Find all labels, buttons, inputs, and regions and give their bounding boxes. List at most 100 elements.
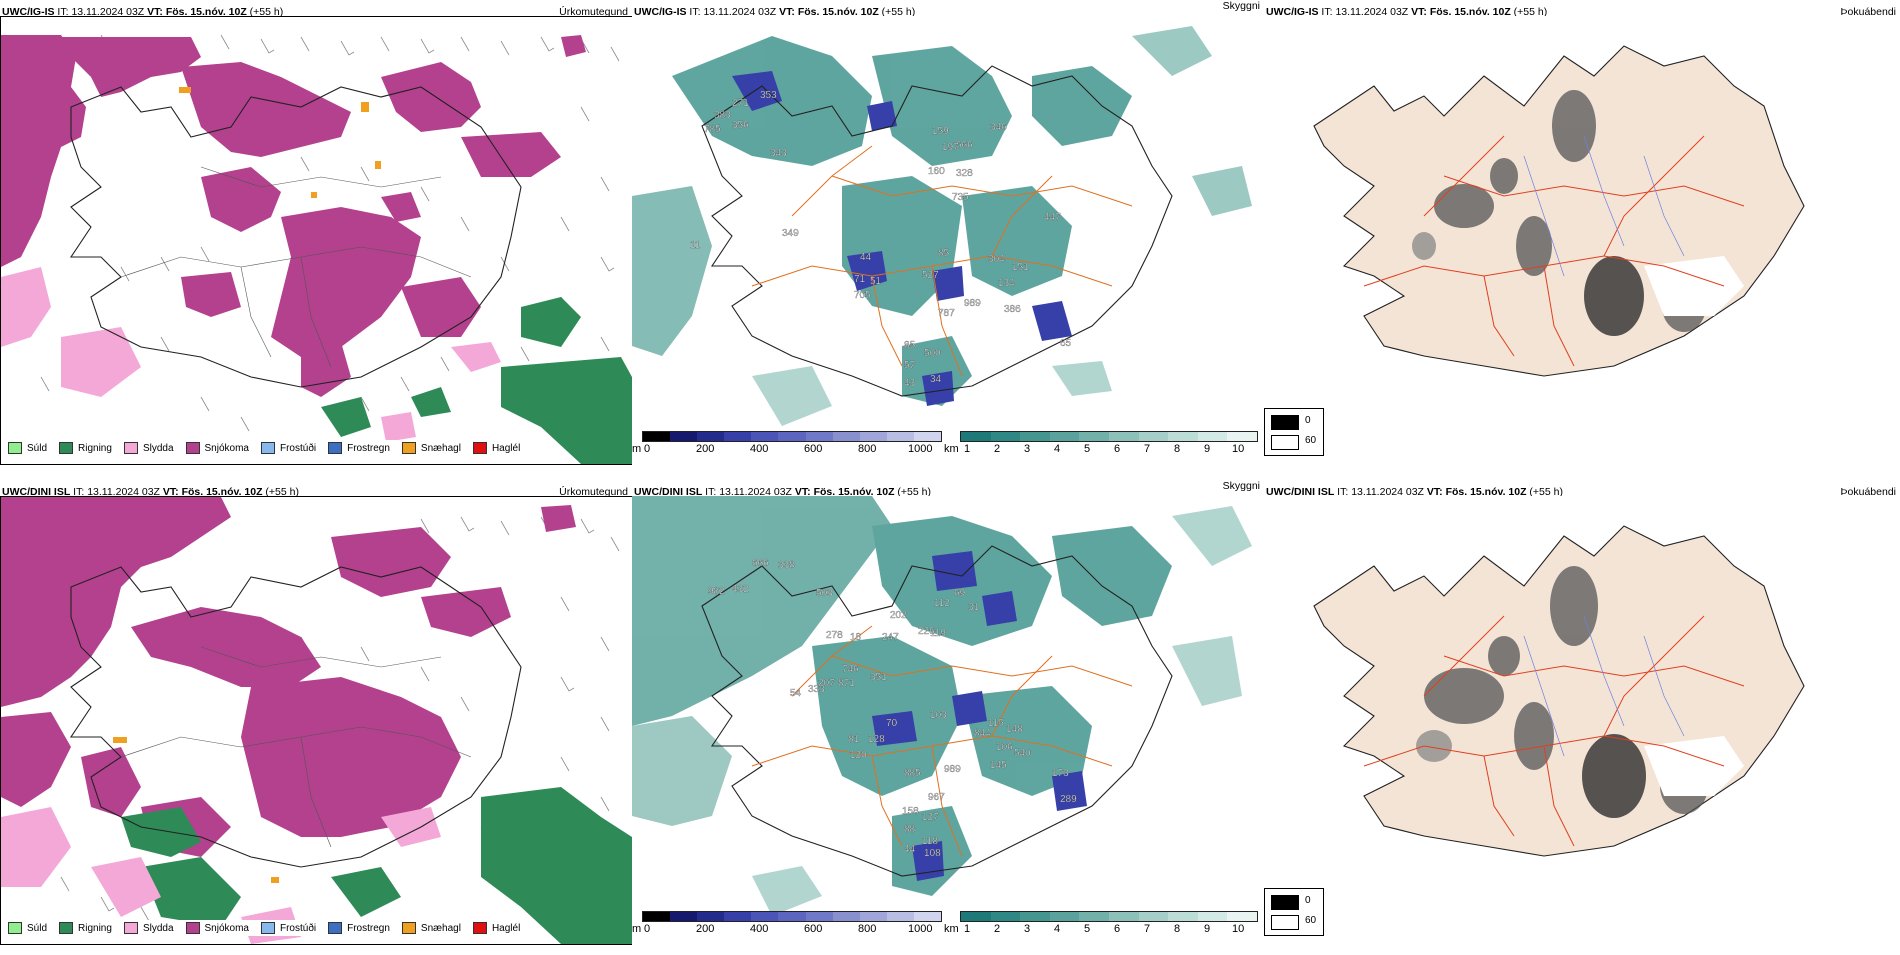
legend-item-freezing-rain: Frostregn	[328, 442, 390, 454]
fog-map-svg	[1264, 496, 1895, 943]
svg-text:120: 120	[850, 750, 867, 761]
ceiling-colorbar-segment	[805, 912, 833, 921]
ceiling-colorbar-segment	[832, 432, 860, 441]
precip-map-top[interactable]: Súld Rigning Slydda Snjókoma Frostúði Fr…	[0, 16, 632, 465]
glacier-area	[1644, 736, 1744, 796]
svg-text:432: 432	[732, 584, 749, 595]
valid-time: Fös. 15.nóv. 10Z	[797, 6, 879, 18]
ceiling-colorbar-segment	[832, 912, 860, 921]
snow-areas	[1, 497, 576, 857]
svg-text:134: 134	[998, 278, 1015, 289]
svg-text:108: 108	[924, 848, 941, 859]
fog-map-bottom[interactable]: 0 60	[1264, 496, 1895, 943]
visibility-unit: km	[944, 923, 959, 935]
init-time: 13.11.2024 03Z	[1335, 6, 1409, 18]
svg-text:338: 338	[778, 560, 795, 571]
visibility-tick: 5	[1084, 443, 1091, 455]
ceiling-colorbar-segment	[913, 432, 942, 441]
it-label: IT:	[73, 486, 85, 498]
cloud-map-svg: 271 383 785 356 353 343 349 11 44 71 51 …	[632, 16, 1263, 463]
legend-item-freezing-drizzle: Frostúði	[260, 922, 316, 934]
fog-legend-min: 0	[1305, 895, 1311, 906]
ceiling-colorbar-segment	[751, 912, 779, 921]
svg-text:158: 158	[902, 806, 919, 817]
panel-header: UWC/DINI ISL IT: 13.11.2024 03Z VT: Fös.…	[634, 480, 1262, 502]
panel-header: UWC/IG-IS IT: 13.11.2024 03Z VT: Fös. 15…	[1266, 6, 1898, 22]
svg-text:173: 173	[1052, 768, 1069, 779]
field-title: Þokuábendi	[1840, 6, 1896, 18]
init-time: 13.11.2024 03Z	[71, 6, 145, 18]
fog-legend-dark-swatch	[1271, 895, 1299, 910]
svg-text:705: 705	[854, 290, 871, 301]
svg-text:871: 871	[838, 678, 855, 689]
ceiling-tick: 1000	[908, 923, 933, 935]
svg-text:447: 447	[1044, 212, 1061, 223]
precip-map-bottom[interactable]: Súld Rigning Slydda Snjókoma Frostúði Fr…	[0, 496, 632, 945]
visibility-colorbar-segment	[1168, 432, 1198, 441]
cloud-map-bottom[interactable]: 666 338 982 432 503 202 278 18 247 226 1…	[632, 496, 1263, 943]
vt-label: VT:	[147, 6, 163, 18]
roads	[120, 646, 472, 848]
ceiling-colorbar-ticks: m 0 200 400 600 800 1000	[632, 443, 942, 455]
visibility-colorbar-segment	[1020, 432, 1050, 441]
valid-time: Fös. 15.nóv. 10Z	[1445, 486, 1527, 498]
roads	[120, 166, 472, 368]
ceiling-colorbar-bar	[642, 431, 942, 442]
visibility-tick: 4	[1054, 443, 1061, 455]
ceiling-tick: 0	[644, 443, 651, 455]
lead-time: (+55 h)	[249, 6, 284, 18]
ceiling-colorbar-segment	[724, 912, 752, 921]
fog-map-top[interactable]: 0 60	[1264, 16, 1895, 463]
low-ceiling-areas	[732, 71, 1072, 406]
visibility-colorbar-segment	[1020, 912, 1050, 921]
visibility-tick: 6	[1114, 443, 1121, 455]
field-title: Skyggni	[1222, 480, 1260, 492]
svg-text:967: 967	[928, 792, 945, 803]
model-name: UWC/DINI ISL	[1266, 486, 1335, 498]
precip-legend: Súld Rigning Slydda Snjókoma Frostúði Fr…	[5, 920, 536, 936]
legend-item-ice-pellets: Snæhagl	[401, 442, 461, 454]
svg-text:119: 119	[930, 628, 946, 639]
ceiling-colorbar-ticks: m 0 200 400 600 800 1000	[632, 923, 942, 935]
svg-text:88: 88	[904, 824, 916, 835]
visibility-colorbar-segment	[1108, 432, 1139, 441]
cloud-map-top[interactable]: 271 383 785 356 353 343 349 11 44 71 51 …	[632, 16, 1263, 463]
ceiling-colorbar-segment	[859, 432, 887, 441]
svg-text:333: 333	[808, 684, 825, 695]
svg-text:666: 666	[956, 140, 973, 151]
svg-text:346: 346	[990, 122, 1007, 133]
fog-areas	[1412, 90, 1706, 336]
svg-text:989: 989	[944, 764, 961, 775]
visibility-colorbar-segment	[1227, 912, 1257, 921]
svg-text:247: 247	[882, 632, 899, 643]
vt-label: VT:	[779, 6, 795, 18]
it-label: IT:	[689, 6, 701, 18]
svg-text:787: 787	[938, 308, 955, 319]
fog-legend-max: 60	[1305, 435, 1317, 446]
ceiling-tick: 600	[804, 923, 823, 935]
visibility-tick: 7	[1144, 443, 1151, 455]
svg-text:304: 304	[988, 254, 1005, 265]
svg-text:540: 540	[1014, 748, 1031, 759]
svg-text:989: 989	[964, 298, 981, 309]
visibility-colorbar-segment	[1138, 912, 1169, 921]
roads	[751, 145, 1133, 377]
iceland-coastline	[69, 566, 522, 868]
svg-text:202: 202	[890, 610, 907, 621]
svg-text:271: 271	[732, 98, 749, 109]
ice-pellet-areas	[113, 737, 279, 883]
svg-text:57: 57	[904, 360, 916, 371]
svg-text:54: 54	[790, 688, 802, 699]
visibility-colorbar-segment	[1197, 912, 1228, 921]
ceiling-colorbar-segment	[778, 912, 806, 921]
ceiling-unit: m	[632, 923, 642, 935]
legend-item-snow: Snjókoma	[185, 442, 249, 454]
ceiling-tick: 800	[858, 923, 877, 935]
legend-item-freezing-rain: Frostregn	[328, 922, 390, 934]
lead-time: (+55 h)	[881, 6, 916, 18]
field-title: Úrkomutegund	[559, 6, 628, 18]
svg-text:11: 11	[690, 240, 701, 251]
visibility-colorbar-segment	[1138, 432, 1169, 441]
roads	[1363, 135, 1745, 367]
model-name: UWC/IG-IS	[634, 6, 687, 18]
